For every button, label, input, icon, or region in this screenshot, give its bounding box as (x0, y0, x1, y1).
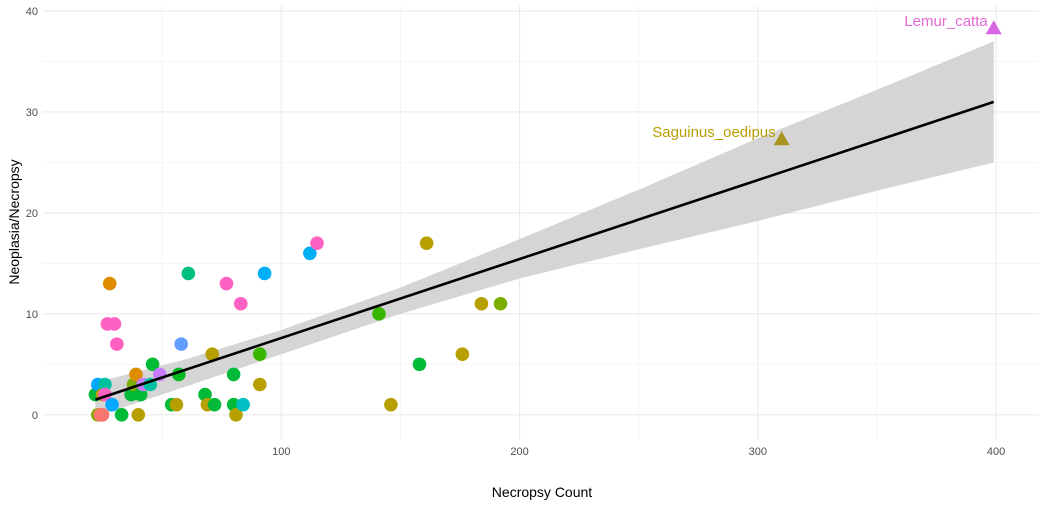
data-point (145, 357, 160, 372)
data-point (129, 367, 143, 382)
data-point (102, 276, 117, 291)
x-tick-label: 300 (749, 446, 767, 458)
y-axis-title: Neoplasia/Necropsy (6, 159, 22, 284)
data-point (455, 347, 470, 362)
point-label: Saguinus_oedipus (652, 124, 775, 141)
data-point (95, 407, 110, 422)
data-point (253, 347, 267, 362)
highlighted-points: Saguinus_oedipus Lemur_catta (652, 13, 1002, 146)
x-tick-label: 100 (272, 446, 290, 458)
data-point (257, 266, 272, 281)
major-gridlines (43, 6, 1039, 440)
data-point (310, 236, 324, 250)
x-tick-labels: 100 200 300 400 (272, 446, 1005, 458)
data-point (219, 276, 234, 291)
point-label: Lemur_catta (904, 13, 988, 30)
data-point (207, 397, 222, 412)
data-point (253, 377, 267, 392)
confidence-band (95, 41, 994, 417)
x-axis-title: Necropsy Count (492, 484, 592, 500)
data-point (419, 236, 434, 250)
data-point (372, 307, 386, 321)
data-point (98, 377, 112, 392)
data-point (236, 397, 250, 412)
x-tick-label: 200 (510, 446, 528, 458)
data-point (131, 407, 146, 422)
data-point (110, 337, 124, 351)
data-point (229, 407, 243, 422)
y-tick-labels: 0 10 20 30 40 (26, 6, 38, 422)
data-point (384, 397, 398, 412)
y-tick-label: 0 (32, 410, 38, 422)
highlighted-point-marker (985, 20, 1002, 35)
data-point (174, 337, 189, 351)
data-point (412, 357, 427, 372)
regression-line (95, 100, 995, 401)
data-point (105, 397, 119, 412)
regression-line-group (95, 100, 995, 401)
data-point (169, 397, 184, 412)
data-point (107, 317, 122, 331)
confidence-band-group (95, 41, 994, 417)
y-tick-label: 10 (26, 309, 38, 321)
highlighted-point-marker (773, 131, 790, 146)
data-point (181, 266, 196, 281)
data-point (114, 407, 129, 422)
x-tick-label: 400 (987, 446, 1005, 458)
data-point (303, 246, 317, 261)
y-tick-label: 20 (26, 208, 38, 220)
data-point (474, 296, 489, 311)
data-points (88, 236, 508, 422)
data-point (233, 296, 248, 311)
data-point (493, 296, 508, 311)
y-tick-label: 30 (26, 107, 38, 119)
data-point (226, 367, 241, 382)
y-tick-label: 40 (26, 6, 38, 18)
data-point (205, 347, 219, 362)
